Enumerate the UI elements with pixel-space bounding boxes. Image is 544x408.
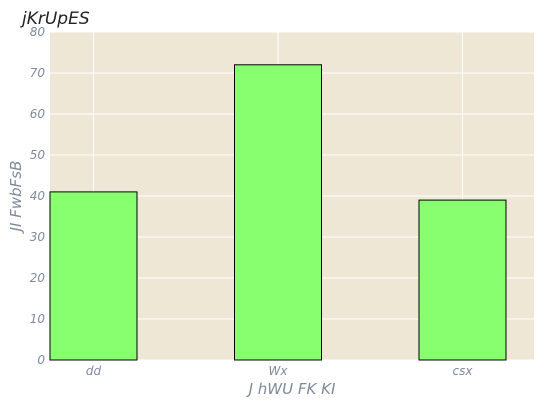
y-tick-label: 30	[30, 230, 46, 244]
y-axis-ticks: 0 10 20 30 40 50 60 70 80	[30, 25, 46, 367]
y-tick-label: 50	[30, 148, 46, 162]
y-tick-label: 70	[30, 66, 46, 80]
x-axis-label: J hWU FK KI	[246, 380, 336, 398]
x-tick-label: dd	[86, 364, 102, 378]
bar-Wx	[234, 64, 322, 361]
y-tick-label: 40	[30, 189, 46, 203]
x-tick-label: csx	[453, 364, 474, 378]
bar-csx	[418, 199, 507, 361]
y-tick-label: 20	[30, 271, 46, 285]
y-tick-label: 80	[30, 25, 46, 39]
bar-dd	[49, 191, 138, 361]
x-tick-label: Wx	[269, 364, 289, 378]
x-axis-ticks: dd Wx csx	[86, 364, 473, 378]
y-axis-label: JI FwbFsB	[7, 161, 25, 235]
y-tick-label: 0	[37, 353, 45, 367]
bars	[49, 64, 507, 361]
y-tick-label: 60	[30, 107, 46, 121]
chart-title: jKrUpES	[20, 9, 90, 29]
y-tick-label: 10	[30, 312, 46, 326]
